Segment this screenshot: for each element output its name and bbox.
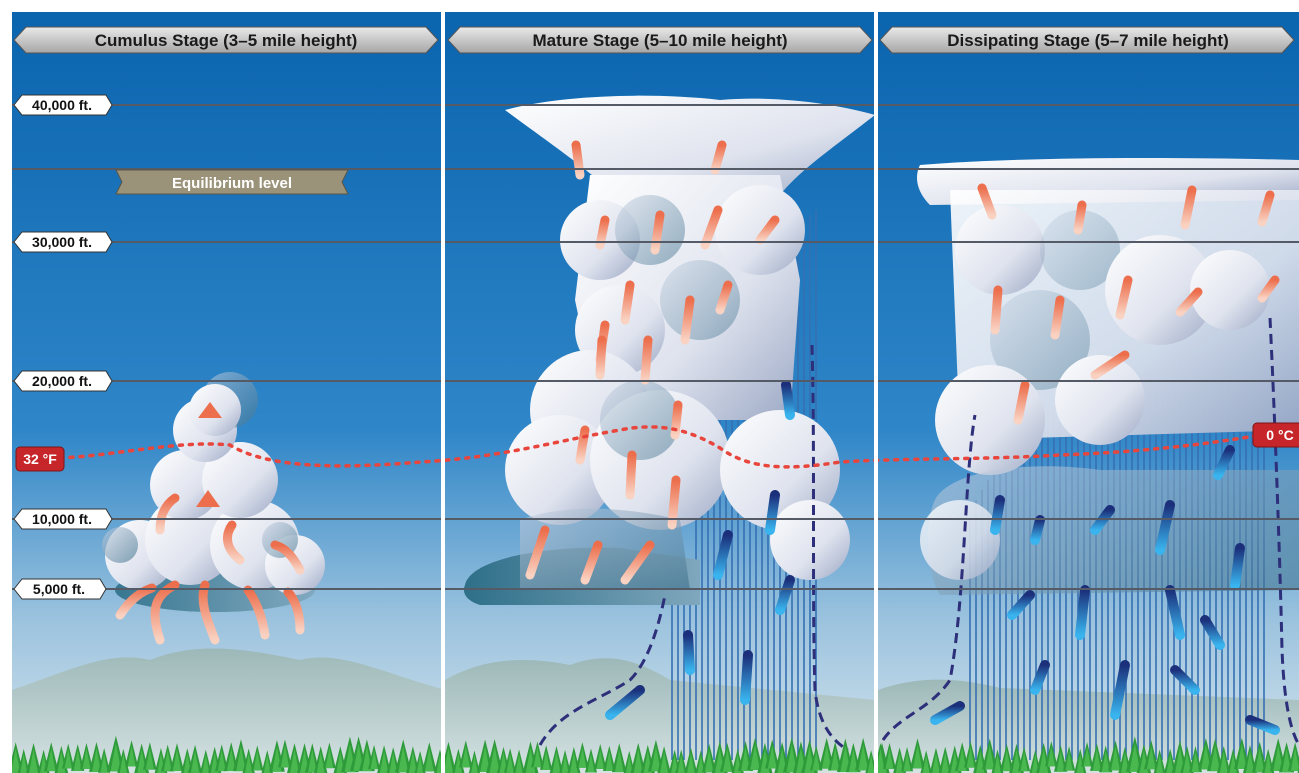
dissipating-downdraft-arrows bbox=[930, 445, 1280, 735]
freezing-level-line bbox=[58, 425, 1257, 469]
altitude-label-text: 20,000 ft. bbox=[32, 373, 92, 389]
freezing-fahrenheit-label: 32 °F bbox=[23, 451, 57, 467]
freezing-tag-fahrenheit: 32 °F bbox=[15, 446, 65, 472]
altitude-label-5000: 5,000 ft. bbox=[13, 578, 107, 600]
dissipating-outflow-boundary-left bbox=[881, 414, 977, 741]
mature-stage-banner: Mature Stage (5–10 mile height) bbox=[447, 26, 873, 54]
altitude-label-30000: 30,000 ft. bbox=[13, 231, 113, 253]
panel-divider-1 bbox=[441, 12, 445, 773]
altitude-label-40000: 40,000 ft. bbox=[13, 94, 113, 116]
dissipating-cloud bbox=[917, 157, 1299, 595]
altitude-label-20000: 20,000 ft. bbox=[13, 370, 113, 392]
dissipating-outflow-boundary-right bbox=[1268, 317, 1299, 746]
freezing-tag-celsius: 0 °C bbox=[1252, 422, 1299, 448]
panel-divider-2 bbox=[874, 12, 878, 773]
mountain-range-left bbox=[12, 648, 445, 773]
freezing-celsius-label: 0 °C bbox=[1266, 427, 1293, 443]
equilibrium-level-tag: Equilibrium level bbox=[115, 169, 349, 195]
altitude-label-10000: 10,000 ft. bbox=[13, 508, 113, 530]
altitude-label-text: 30,000 ft. bbox=[32, 234, 92, 250]
mountain-range-right bbox=[878, 679, 1299, 773]
equilibrium-level-label: Equilibrium level bbox=[172, 175, 292, 192]
mature-outflow-boundary-right bbox=[810, 344, 849, 752]
altitude-lines bbox=[12, 104, 1299, 590]
mature-downdraft-arrows bbox=[605, 380, 795, 720]
left-margin bbox=[0, 0, 12, 773]
mature-outflow-boundary-left bbox=[538, 594, 667, 746]
cumulus-stage-banner: Cumulus Stage (3–5 mile height) bbox=[13, 26, 439, 54]
altitude-label-text: 5,000 ft. bbox=[33, 581, 85, 597]
cumulus-stage-title: Cumulus Stage (3–5 mile height) bbox=[95, 31, 358, 50]
dissipating-stage-title: Dissipating Stage (5–7 mile height) bbox=[947, 31, 1229, 50]
dissipating-stage-banner: Dissipating Stage (5–7 mile height) bbox=[879, 26, 1295, 54]
dissipating-updraft-arrows bbox=[977, 183, 1280, 425]
top-margin bbox=[0, 0, 1299, 12]
altitude-label-text: 40,000 ft. bbox=[32, 97, 92, 113]
mature-stage-title: Mature Stage (5–10 mile height) bbox=[532, 31, 787, 50]
cumulus-stage-panel bbox=[102, 372, 325, 645]
altitude-label-text: 10,000 ft. bbox=[32, 511, 92, 527]
dissipating-stage-panel bbox=[881, 157, 1299, 760]
